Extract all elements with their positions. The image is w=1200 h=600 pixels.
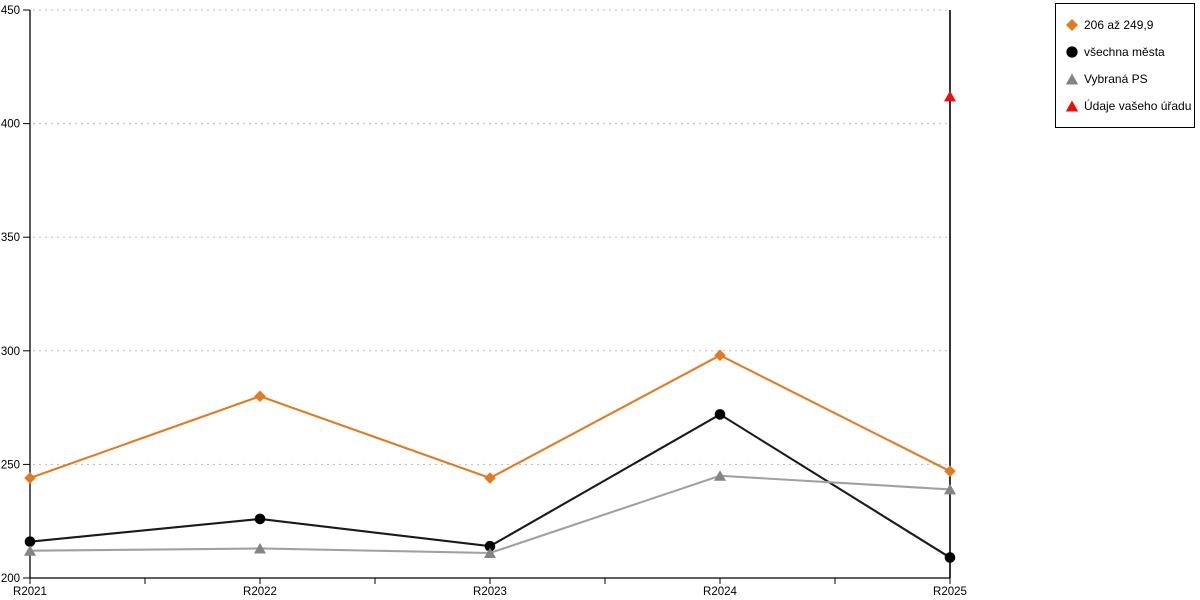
- chart-legend: 206 až 249,9 všechna města Vybraná PS Úd…: [1055, 3, 1195, 128]
- svg-text:250: 250: [1, 459, 20, 471]
- svg-text:200: 200: [1, 573, 20, 585]
- legend-item-label: Údaje vašeho úřadu: [1084, 99, 1192, 113]
- svg-text:R2024: R2024: [703, 586, 737, 598]
- triangle-marker-icon: [1065, 73, 1079, 85]
- svg-text:R2025: R2025: [933, 586, 967, 598]
- svg-text:350: 350: [1, 232, 20, 244]
- circle-marker-icon: [1066, 46, 1078, 58]
- svg-text:R2023: R2023: [473, 586, 507, 598]
- diamond-marker-icon: [1066, 19, 1078, 31]
- legend-item: Vybraná PS: [1065, 66, 1186, 92]
- legend-item-label: Vybraná PS: [1084, 72, 1148, 86]
- svg-text:R2021: R2021: [13, 586, 47, 598]
- svg-text:R2022: R2022: [243, 586, 277, 598]
- triangle-marker-icon: [1065, 100, 1079, 112]
- svg-text:300: 300: [1, 346, 20, 358]
- legend-item: 206 až 249,9: [1065, 12, 1186, 38]
- legend-item-label: všechna města: [1084, 45, 1165, 59]
- legend-item: Údaje vašeho úřadu: [1065, 93, 1191, 119]
- legend-item: všechna města: [1065, 39, 1186, 65]
- legend-item-label: 206 až 249,9: [1084, 18, 1154, 32]
- svg-text:400: 400: [1, 119, 20, 131]
- svg-text:450: 450: [1, 5, 20, 17]
